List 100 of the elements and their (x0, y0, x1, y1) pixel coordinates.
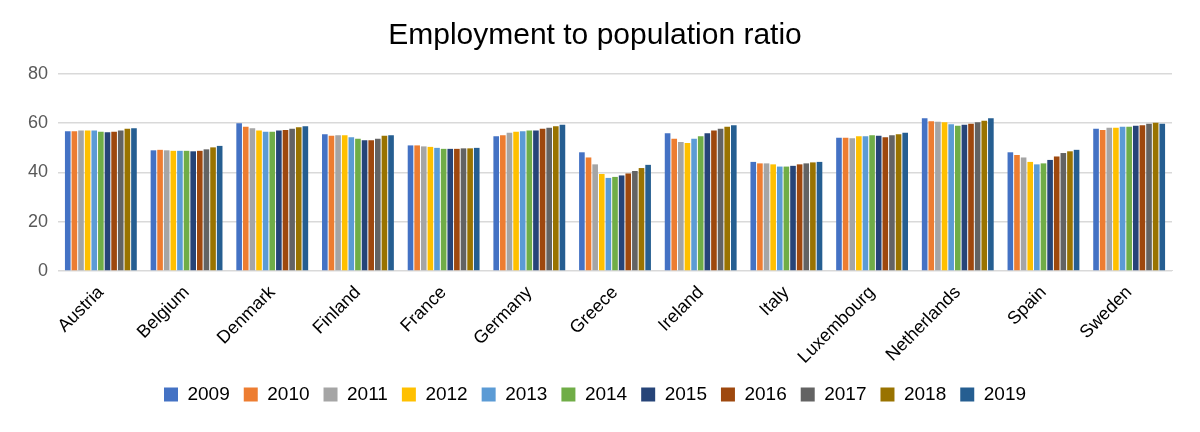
bar (1067, 151, 1073, 271)
bar (724, 126, 730, 271)
bar (434, 147, 440, 271)
bar (981, 120, 988, 271)
bar (691, 138, 697, 271)
bar (988, 118, 994, 271)
bar (803, 163, 810, 271)
bar (513, 131, 519, 271)
bar (355, 138, 361, 271)
bar (552, 126, 559, 271)
bar (645, 164, 651, 271)
chart-title: Employment to population ratio (388, 17, 802, 51)
bar (1132, 125, 1139, 271)
bar (612, 176, 618, 271)
bar (533, 130, 539, 271)
bar (454, 148, 460, 271)
bar (289, 128, 295, 271)
bar (928, 121, 935, 271)
bar (697, 136, 704, 271)
bar (131, 128, 137, 271)
bar (414, 145, 420, 271)
bar (64, 131, 71, 271)
bar (163, 150, 170, 271)
bar (196, 150, 203, 271)
bar (875, 135, 882, 271)
legend-label: 2016 (744, 382, 787, 404)
bar (1034, 164, 1040, 271)
bar (1014, 155, 1020, 271)
bar (810, 162, 816, 271)
bar (750, 161, 757, 271)
bar (269, 131, 276, 271)
bar (236, 123, 242, 271)
legend-label: 2012 (425, 382, 468, 404)
bar (1053, 156, 1060, 271)
bar (579, 152, 585, 271)
bar (935, 121, 941, 271)
bar (322, 134, 328, 271)
bar (91, 130, 98, 271)
bar (856, 136, 862, 271)
legend-label: 2018 (903, 382, 947, 404)
bar (500, 135, 506, 271)
bar (889, 135, 895, 271)
bar (1113, 127, 1119, 271)
bar (420, 146, 427, 271)
bar (836, 137, 842, 271)
bar (473, 147, 480, 271)
bar (1047, 159, 1053, 271)
bar (177, 150, 183, 271)
bar (546, 127, 552, 271)
bar (671, 138, 678, 271)
bar (341, 135, 348, 271)
legend-label: 2011 (347, 382, 388, 404)
bar (632, 171, 638, 271)
bar (776, 166, 783, 271)
bar (770, 164, 776, 271)
bar (1146, 123, 1152, 271)
bar (869, 135, 875, 271)
y-tick-label: 40 (27, 161, 49, 182)
bar (948, 124, 954, 271)
bar (1093, 128, 1099, 271)
bar (678, 141, 684, 271)
bar (374, 138, 381, 271)
legend-label: 2015 (664, 382, 707, 404)
legend-label: 2017 (824, 382, 867, 404)
legend-label: 2009 (187, 382, 230, 404)
bar (467, 148, 473, 271)
bar (210, 147, 216, 271)
bar (1106, 127, 1113, 271)
legend-label: 2010 (267, 382, 310, 404)
x-tick-label: Italy (755, 281, 793, 320)
y-tick-label: 60 (27, 112, 49, 133)
bar (731, 125, 737, 271)
bar (117, 130, 124, 271)
bar (592, 164, 598, 271)
bar (111, 131, 117, 271)
legend-label: 2019 (983, 382, 1027, 404)
bar (157, 149, 163, 271)
bar (295, 127, 302, 271)
bar (849, 138, 856, 271)
y-tick-label: 0 (38, 259, 49, 280)
bar (447, 148, 454, 271)
bar (78, 130, 84, 271)
bar (242, 126, 249, 271)
bar (335, 135, 341, 271)
bar (598, 173, 605, 271)
bar (968, 123, 974, 271)
bar (1126, 126, 1132, 271)
bar (276, 130, 282, 271)
legend-label: 2013 (505, 382, 548, 404)
bar (519, 131, 526, 271)
bar (1159, 123, 1166, 271)
bar (625, 173, 632, 271)
bar (98, 131, 104, 271)
bar (757, 163, 763, 271)
bar (493, 136, 500, 271)
bar (1027, 161, 1034, 271)
bar (902, 132, 909, 271)
bar (388, 135, 394, 271)
y-tick-label: 80 (27, 62, 49, 83)
bar (368, 140, 374, 271)
